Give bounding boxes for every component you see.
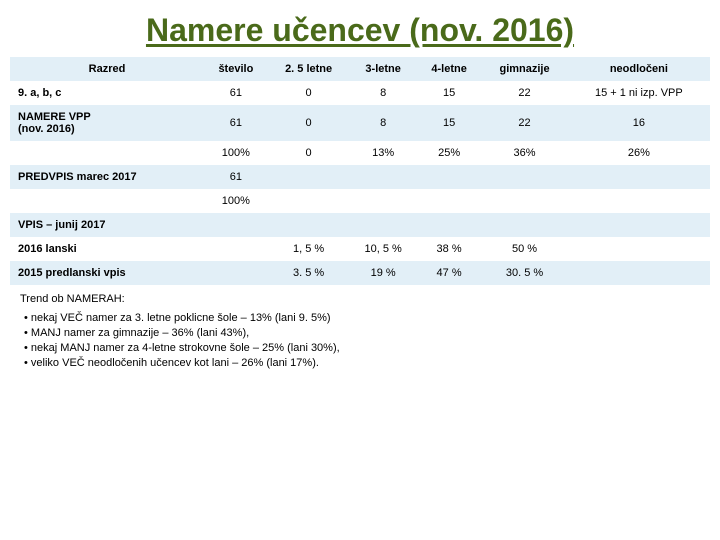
cell <box>204 237 268 261</box>
table-body: 9. a, b, c 61 0 8 15 22 15 + 1 ni izp. V… <box>10 81 710 285</box>
cell <box>568 165 710 189</box>
cell: 61 <box>204 105 268 141</box>
row-label: NAMERE VPP (nov. 2016) <box>10 105 204 141</box>
row-label: PREDVPIS marec 2017 <box>10 165 204 189</box>
table-row: 2015 predlanski vpis 3. 5 % 19 % 47 % 30… <box>10 261 710 285</box>
page-title: Namere učencev (nov. 2016) <box>0 0 720 57</box>
col-25letne: 2. 5 letne <box>268 57 350 81</box>
cell: 47 % <box>417 261 482 285</box>
cell <box>350 213 417 237</box>
cell <box>204 261 268 285</box>
cell <box>568 189 710 213</box>
cell: 50 % <box>481 237 567 261</box>
row-label <box>10 189 204 213</box>
cell: 15 + 1 ni izp. VPP <box>568 81 710 105</box>
col-razred: Razred <box>10 57 204 81</box>
trend-item: nekaj VEČ namer za 3. letne poklicne šol… <box>24 311 700 326</box>
col-gimnazije: gimnazije <box>481 57 567 81</box>
cell: 61 <box>204 165 268 189</box>
cell: 61 <box>204 81 268 105</box>
row-label: VPIS – junij 2017 <box>10 213 204 237</box>
cell: 100% <box>204 189 268 213</box>
cell: 0 <box>268 105 350 141</box>
cell: 10, 5 % <box>350 237 417 261</box>
row-label <box>10 141 204 165</box>
trend-item: MANJ namer za gimnazije – 36% (lani 43%)… <box>24 326 700 341</box>
col-neodloceni: neodločeni <box>568 57 710 81</box>
row-label: 2016 lanski <box>10 237 204 261</box>
cell <box>568 237 710 261</box>
cell: 25% <box>417 141 482 165</box>
cell: 38 % <box>417 237 482 261</box>
cell <box>417 189 482 213</box>
table-row: 100% <box>10 189 710 213</box>
table-row: 2016 lanski 1, 5 % 10, 5 % 38 % 50 % <box>10 237 710 261</box>
cell: 8 <box>350 81 417 105</box>
cell: 30. 5 % <box>481 261 567 285</box>
row-label: 2015 predlanski vpis <box>10 261 204 285</box>
cell <box>268 189 350 213</box>
col-4letne: 4-letne <box>417 57 482 81</box>
cell: 22 <box>481 81 567 105</box>
cell: 19 % <box>350 261 417 285</box>
cell: 8 <box>350 105 417 141</box>
trend-title: Trend ob NAMERAH: <box>20 293 700 305</box>
cell <box>568 261 710 285</box>
trend-item: nekaj MANJ namer za 4-letne strokovne šo… <box>24 341 700 356</box>
cell <box>481 165 567 189</box>
cell <box>417 213 482 237</box>
cell <box>350 165 417 189</box>
cell <box>568 213 710 237</box>
cell <box>350 189 417 213</box>
row-label: 9. a, b, c <box>10 81 204 105</box>
table-row: VPIS – junij 2017 <box>10 213 710 237</box>
cell: 0 <box>268 141 350 165</box>
cell: 15 <box>417 105 482 141</box>
cell: 36% <box>481 141 567 165</box>
trend-block: Trend ob NAMERAH: nekaj VEČ namer za 3. … <box>0 285 720 374</box>
data-table: Razred število 2. 5 letne 3-letne 4-letn… <box>10 57 710 285</box>
cell <box>204 213 268 237</box>
trend-item: veliko VEČ neodločenih učencev kot lani … <box>24 356 700 371</box>
table-row: NAMERE VPP (nov. 2016) 61 0 8 15 22 16 <box>10 105 710 141</box>
cell: 3. 5 % <box>268 261 350 285</box>
cell: 22 <box>481 105 567 141</box>
cell <box>481 213 567 237</box>
cell: 0 <box>268 81 350 105</box>
cell: 100% <box>204 141 268 165</box>
cell: 13% <box>350 141 417 165</box>
col-3letne: 3-letne <box>350 57 417 81</box>
table-row: 9. a, b, c 61 0 8 15 22 15 + 1 ni izp. V… <box>10 81 710 105</box>
trend-list: nekaj VEČ namer za 3. letne poklicne šol… <box>20 311 700 370</box>
cell <box>268 165 350 189</box>
cell: 26% <box>568 141 710 165</box>
cell <box>268 213 350 237</box>
cell: 16 <box>568 105 710 141</box>
cell: 1, 5 % <box>268 237 350 261</box>
table-row: 100% 0 13% 25% 36% 26% <box>10 141 710 165</box>
cell <box>481 189 567 213</box>
table-row: PREDVPIS marec 2017 61 <box>10 165 710 189</box>
cell <box>417 165 482 189</box>
col-stevilo: število <box>204 57 268 81</box>
cell: 15 <box>417 81 482 105</box>
table-header-row: Razred število 2. 5 letne 3-letne 4-letn… <box>10 57 710 81</box>
